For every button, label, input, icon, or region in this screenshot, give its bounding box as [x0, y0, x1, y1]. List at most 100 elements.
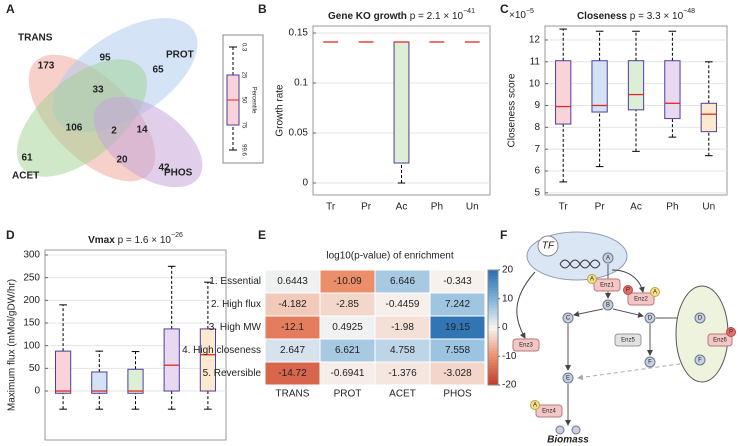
panel-label: F [500, 228, 507, 242]
node-label: B [606, 303, 610, 309]
x-tick-label: Pr [361, 202, 372, 213]
y-tick-label: 8 [534, 122, 540, 133]
row-label: 5. Reversible [203, 368, 262, 379]
colorbar-tick-label: 10 [502, 293, 514, 304]
arrow [516, 271, 536, 339]
colorbar-segment [488, 310, 498, 314]
colorbar-segment [488, 353, 498, 357]
arrow [612, 308, 644, 318]
cell-label: -4.182 [278, 299, 307, 310]
cell-label: 19.15 [445, 322, 470, 333]
box [127, 368, 144, 394]
badge [726, 327, 736, 337]
colorbar-segment [488, 344, 498, 349]
colorbar-segment [488, 301, 498, 305]
node-label: E [566, 376, 570, 382]
colorbar-segment [488, 330, 498, 334]
colorbar-segment [488, 359, 498, 363]
row-label: 2. High flux [211, 299, 261, 310]
column-label: PHOS [443, 389, 472, 400]
product-label: Biomass [547, 435, 589, 446]
legend-label: 25 [240, 72, 246, 79]
colorbar-segment [488, 278, 498, 282]
tf-label: TF [542, 241, 555, 252]
node [562, 312, 574, 324]
cell-label: -2.85 [336, 299, 359, 310]
cell-label: 0.6443 [277, 276, 308, 287]
y-tick-label: 0 [34, 386, 40, 397]
badge [530, 400, 540, 410]
y-tick-label: 12 [529, 35, 541, 46]
enzyme-label: Enz5 [621, 338, 635, 344]
colorbar-segment [488, 336, 498, 340]
y-tick-label: 9 [534, 100, 540, 111]
cell-label: -3.028 [443, 368, 472, 379]
colorbar-segment [488, 321, 498, 326]
node-label: F [648, 360, 652, 366]
cell-label: -10.09 [333, 276, 362, 287]
node [555, 425, 565, 435]
y-axis-label: Growth rate [275, 84, 286, 137]
enzyme [614, 333, 642, 347]
legend-title: Percentile [250, 87, 256, 114]
colorbar-segment [488, 382, 498, 386]
node [644, 312, 656, 324]
box [199, 328, 217, 392]
box [163, 328, 180, 392]
box [591, 60, 608, 113]
enzyme [535, 404, 563, 418]
colorbar-segment [488, 347, 498, 351]
column-label: TRANS [276, 389, 310, 400]
x-tick-label: Tr [559, 202, 569, 213]
colorbar-segment [488, 373, 498, 377]
y-tick-label: 100 [23, 340, 40, 351]
venn-count: 106 [66, 123, 83, 134]
dna [559, 259, 601, 269]
colorbar-segment [488, 290, 498, 294]
colorbar-segment [488, 316, 498, 320]
node [694, 354, 706, 366]
cell-label: 6.621 [335, 345, 360, 356]
venn-count: 33 [92, 85, 104, 96]
cell-label: 2.647 [280, 345, 305, 356]
enzyme-label: Enz1 [600, 283, 614, 289]
colorbar-segment [488, 270, 498, 274]
colorbar-segment [488, 275, 498, 280]
p-value: p = 2.1 × 10 [410, 11, 464, 22]
row-label: 1. Essential [209, 276, 261, 287]
colorbar-segment [488, 307, 498, 311]
colorbar-segment [488, 272, 498, 277]
venn-set-label: PHOS [164, 168, 193, 179]
chart-title: Gene KO growth p = 2.1 × 10−41 [328, 8, 475, 22]
enzyme [512, 338, 540, 352]
node-label: D [648, 316, 653, 322]
colorbar-tick-label: -10 [502, 351, 517, 362]
y-tick-label: 6 [534, 166, 540, 177]
p-exponent: −48 [683, 8, 695, 15]
legend-label: 50 [240, 97, 246, 104]
x-tick-label: Pr [595, 202, 606, 213]
x-tick-label: Un [466, 202, 479, 213]
y-tick-label: 5 [534, 187, 540, 198]
badge-label: A [533, 403, 537, 409]
venn-count: 65 [152, 65, 164, 76]
colorbar-segment [488, 324, 498, 328]
cell-label: -0.343 [443, 276, 472, 287]
enzyme-label: Enz3 [519, 343, 533, 349]
tf [537, 235, 559, 257]
colorbar-segment [488, 295, 498, 300]
heatmap-cell [429, 361, 486, 386]
title-text: Vmax [88, 235, 115, 246]
panel-label: E [258, 228, 266, 242]
node-label: D [698, 316, 703, 322]
colorbar-segment [488, 339, 498, 343]
x-tick-label: Ph [666, 202, 678, 213]
enzyme-label: Enz6 [713, 338, 727, 344]
venn-set-label: TRANS [18, 33, 53, 44]
venn-count: 95 [99, 53, 111, 64]
cell-label: -14.72 [278, 368, 307, 379]
enzyme-label: Enz4 [542, 409, 556, 415]
p-value: p = 3.3 × 10 [630, 11, 684, 22]
venn-count: 173 [38, 61, 55, 72]
badge-label: A [590, 277, 594, 283]
